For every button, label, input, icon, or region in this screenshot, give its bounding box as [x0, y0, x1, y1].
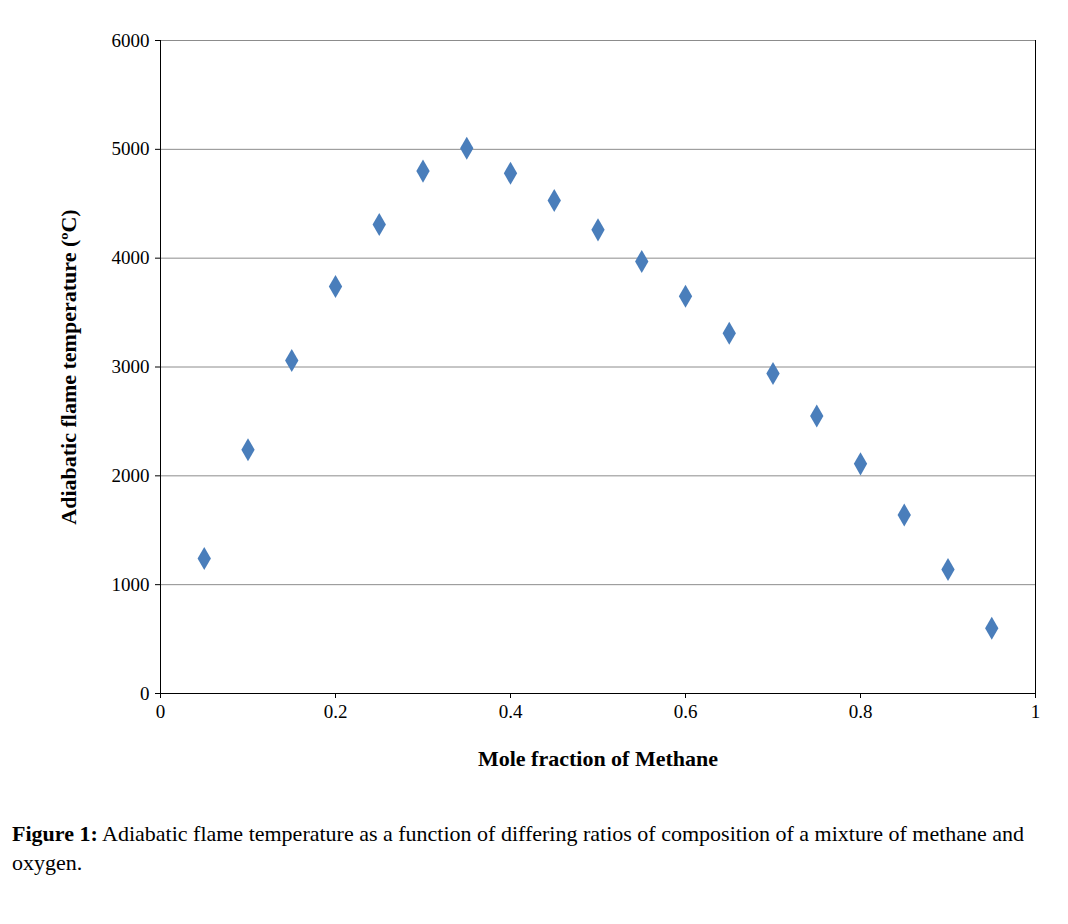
svg-text:0.6: 0.6: [674, 701, 698, 722]
svg-text:3000: 3000: [112, 356, 150, 377]
svg-text:4000: 4000: [112, 247, 150, 268]
svg-text:Adiabatic flame temperature (º: Adiabatic flame temperature (ºC): [56, 209, 81, 524]
svg-text:5000: 5000: [112, 138, 150, 159]
svg-text:0.4: 0.4: [499, 701, 523, 722]
svg-text:2000: 2000: [112, 465, 150, 486]
svg-text:6000: 6000: [112, 30, 150, 51]
svg-text:0: 0: [140, 683, 150, 704]
svg-text:1: 1: [1031, 701, 1041, 722]
svg-text:0.8: 0.8: [849, 701, 873, 722]
svg-text:0: 0: [156, 701, 166, 722]
svg-text:0.2: 0.2: [324, 701, 348, 722]
html-text:Figure 1: Adiabatic flame temp: Figure 1: Adiabatic flame temperature as…: [12, 821, 1025, 875]
svg-text:Mole fraction of Methane: Mole fraction of Methane: [478, 746, 718, 771]
svg-text:1000: 1000: [112, 574, 150, 595]
